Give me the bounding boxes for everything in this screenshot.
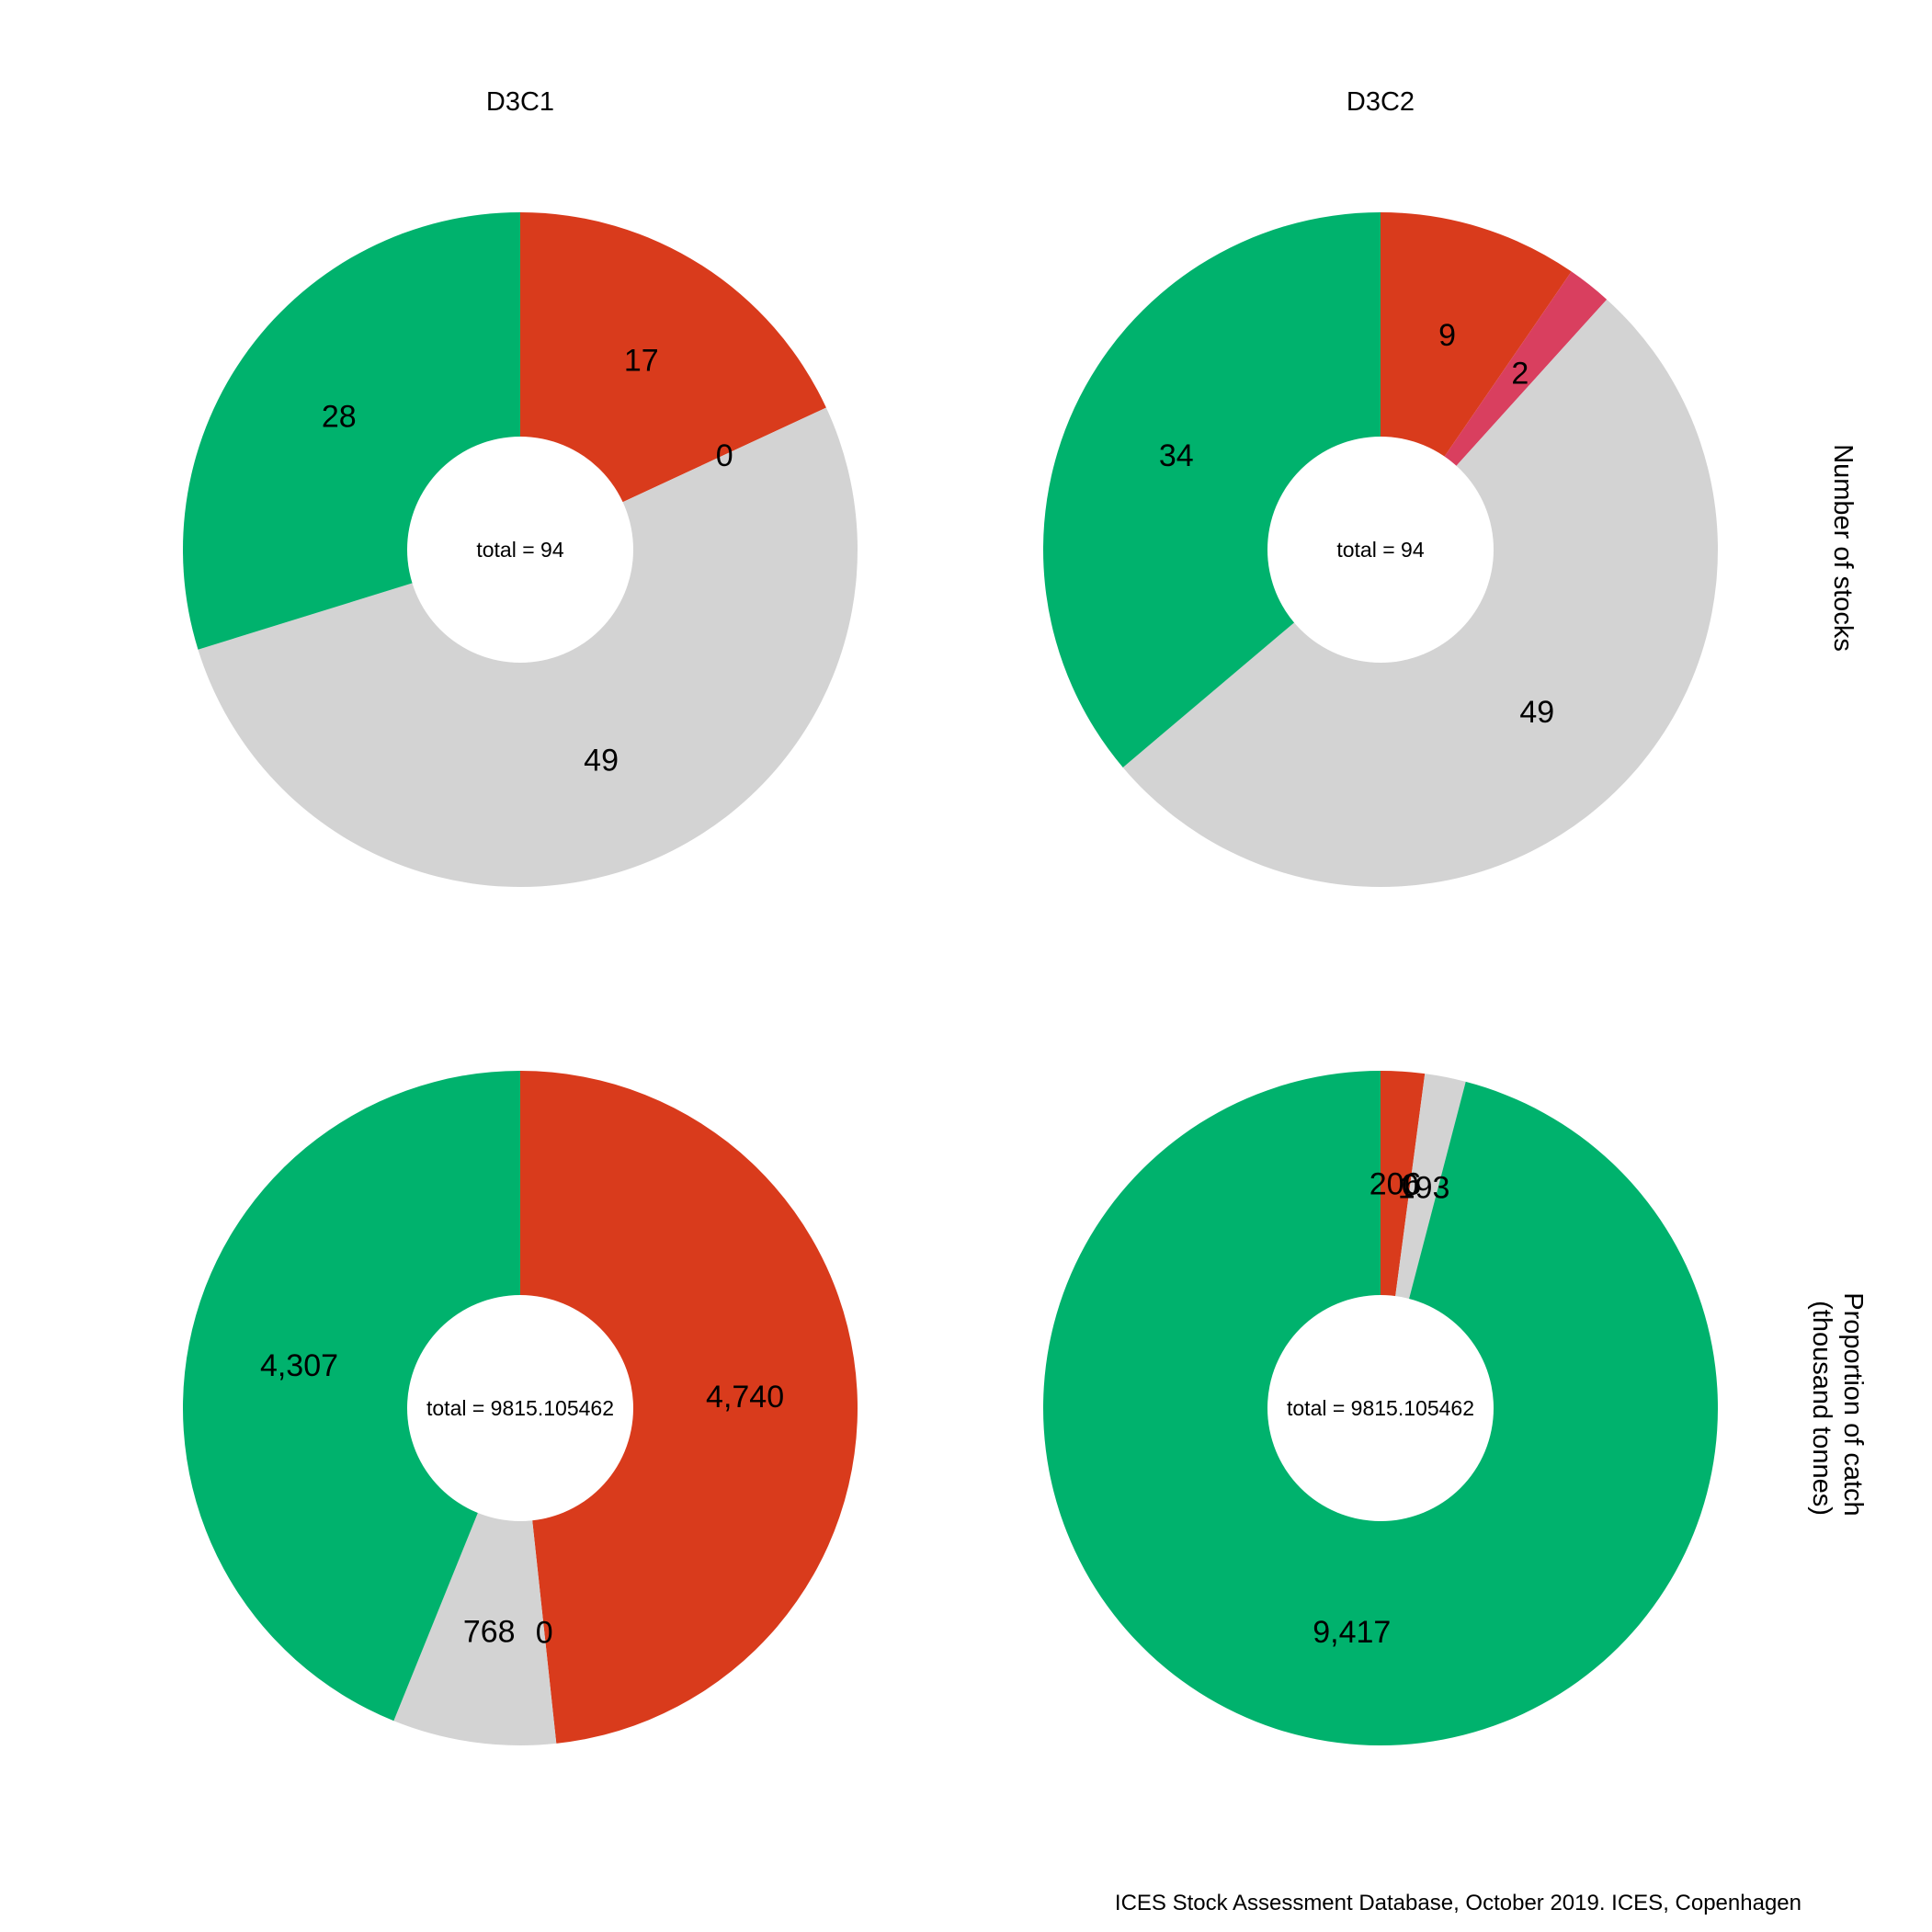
slice-1-1: [520, 212, 826, 550]
slice-label-4-4: 9,417: [1313, 1615, 1391, 1650]
slice-label-3-4: 4,307: [260, 1348, 338, 1383]
slice-label-1-1: 17: [624, 344, 659, 379]
total-label-4: total = 9815.105462: [1287, 1396, 1474, 1420]
slice-2-4: [1042, 211, 1381, 767]
column-title-d3c2: D3C2: [1347, 87, 1415, 117]
row-label-proportion-of-catch-line-1: Proportion of catch: [1838, 1292, 1868, 1516]
donut-chart-3: 4,740 0 768 4,307 total = 9815.105462: [183, 1071, 858, 1746]
donut-chart-1: 17 0 49 28 total = 94: [182, 212, 858, 888]
donut-hole-4: [1267, 1295, 1494, 1521]
slice-label-1-4: 28: [322, 400, 357, 435]
source-caption: ICES Stock Assessment Database, October …: [1115, 1891, 1801, 1915]
slice-label-4-2: 0: [1402, 1168, 1419, 1203]
slice-3-4: [183, 1071, 520, 1722]
donut-hole-1: [407, 437, 633, 663]
slice-label-2-3: 49: [1519, 695, 1554, 730]
total-label-1: total = 94: [476, 538, 563, 562]
slice-label-3-3: 768: [463, 1615, 516, 1650]
slice-label-1-2: 0: [716, 438, 733, 473]
donut-hole-2: [1267, 437, 1494, 663]
total-label-2: total = 94: [1336, 538, 1424, 562]
donut-hole-3: [407, 1295, 633, 1521]
donut-chart-2: 9 2 49 34 total = 94: [1042, 211, 1718, 887]
slice-label-4-3: 193: [1398, 1171, 1450, 1206]
slice-label-3-2: 0: [536, 1616, 553, 1651]
row-label-number-of-stocks: Number of stocks: [1828, 444, 1858, 652]
column-title-d3c1: D3C1: [486, 87, 554, 117]
slice-label-4-1: 206: [1369, 1167, 1422, 1202]
total-label-3: total = 9815.105462: [426, 1396, 614, 1420]
slice-label-3-1: 4,740: [706, 1380, 784, 1415]
slice-3-1: [520, 1071, 858, 1744]
slice-label-1-3: 49: [584, 744, 619, 778]
row-label-proportion-of-catch: Proportion of catch (thousand tonnes): [1807, 1292, 1868, 1523]
row-label-number-of-stocks-line-1: Number of stocks: [1828, 444, 1858, 652]
slice-label-2-2: 2: [1511, 357, 1529, 392]
row-label-proportion-of-catch-line-2: (thousand tonnes): [1807, 1301, 1836, 1516]
slice-label-2-4: 34: [1159, 438, 1194, 473]
slice-label-2-1: 9: [1438, 318, 1456, 353]
